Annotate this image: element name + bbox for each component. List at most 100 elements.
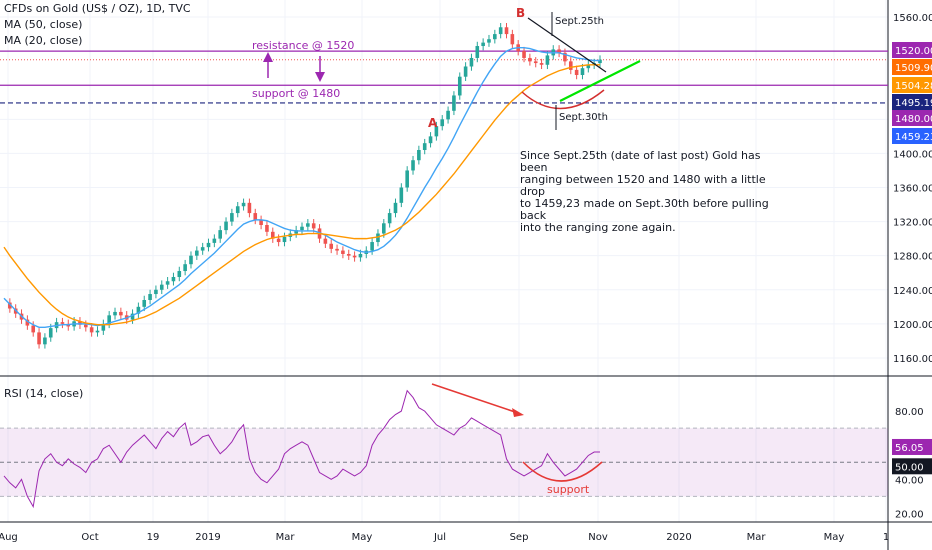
candle-body bbox=[522, 51, 526, 58]
candle-body bbox=[89, 327, 94, 333]
price-badge-label: 1495.19 bbox=[895, 98, 932, 109]
sept30-label: Sept.30th bbox=[559, 112, 608, 123]
support-label: support @ 1480 bbox=[252, 87, 340, 100]
candle-body bbox=[142, 300, 147, 307]
candle-body bbox=[300, 226, 304, 231]
rsi-title[interactable]: RSI (14, close) bbox=[4, 387, 84, 400]
price-tick-label: 1360.00 bbox=[893, 184, 932, 195]
price-badge bbox=[892, 42, 932, 58]
candle-body bbox=[335, 248, 339, 251]
candle-body bbox=[37, 332, 41, 345]
candle-body bbox=[563, 52, 567, 62]
price-badge-label: 1520.00 bbox=[895, 46, 932, 57]
rsi-support-arc bbox=[522, 461, 603, 482]
time-tick-label: Jul bbox=[433, 532, 446, 543]
candle-body bbox=[276, 238, 281, 243]
candle-body bbox=[457, 76, 462, 96]
candle-body bbox=[159, 284, 164, 290]
candle-body bbox=[405, 170, 409, 188]
candle-body bbox=[539, 63, 544, 65]
candle-body bbox=[25, 319, 30, 326]
price-tick-label: 1200.00 bbox=[893, 320, 932, 331]
candle-body bbox=[200, 247, 205, 251]
down-arrow-head bbox=[315, 72, 325, 82]
candle-body bbox=[311, 223, 316, 229]
price-badge bbox=[892, 110, 932, 126]
candle-body bbox=[48, 328, 53, 338]
candle-body bbox=[119, 311, 123, 316]
candle-body bbox=[504, 27, 509, 35]
candle-body bbox=[528, 57, 532, 62]
price-badge bbox=[892, 77, 932, 93]
ma-50-line bbox=[3, 64, 600, 326]
candle-body bbox=[265, 225, 269, 232]
price-badge-label: 1504.28 bbox=[895, 81, 932, 92]
support-arc bbox=[521, 89, 605, 110]
candle-body bbox=[440, 119, 445, 127]
time-tick-label: 2020 bbox=[666, 532, 691, 543]
candle-body bbox=[434, 126, 439, 137]
price-tick-label: 1320.00 bbox=[893, 218, 932, 229]
price-levels bbox=[0, 50, 888, 104]
time-tick-label: Mar bbox=[276, 532, 296, 543]
time-tick-label: 1 bbox=[883, 532, 889, 543]
candle-body bbox=[247, 202, 252, 214]
candle-body bbox=[8, 302, 12, 309]
candle-body bbox=[341, 250, 345, 254]
candle-body bbox=[206, 242, 211, 248]
candle-body bbox=[463, 66, 468, 77]
rsi-mid-label: 50.00 bbox=[895, 462, 924, 473]
candle-body bbox=[417, 150, 421, 161]
time-axis[interactable]: Aug Oct 19 2019 Mar May Jul Sep Nov 2020 Mar May 1 bbox=[0, 532, 889, 543]
rsi-divergence-arrow bbox=[431, 383, 519, 414]
price-badge bbox=[892, 59, 932, 75]
candle-body bbox=[469, 57, 474, 67]
price-candles bbox=[8, 23, 602, 349]
candle-body bbox=[136, 306, 141, 314]
candle-body bbox=[574, 69, 579, 75]
candle-body bbox=[235, 206, 240, 214]
candle-body bbox=[60, 322, 65, 324]
price-tick-label: 1240.00 bbox=[893, 286, 932, 297]
candle-body bbox=[43, 337, 47, 345]
candle-body bbox=[148, 294, 152, 300]
candle-body bbox=[259, 219, 263, 225]
candle-body bbox=[177, 271, 182, 277]
price-badge-label: 1459.23 bbox=[895, 132, 932, 143]
candle-body bbox=[498, 27, 503, 35]
candle-body bbox=[393, 202, 398, 214]
candle-body bbox=[218, 230, 222, 239]
candle-body bbox=[270, 231, 275, 239]
candle-body bbox=[154, 289, 158, 295]
candle-body bbox=[253, 213, 258, 220]
candle-body bbox=[95, 330, 100, 333]
candle-body bbox=[475, 46, 480, 58]
time-tick-label: 19 bbox=[147, 532, 160, 543]
price-badges: 1520.00 1509.90 1504.28 1495.19 1480.00 1459.… bbox=[892, 42, 932, 475]
rsi-support-label: support bbox=[547, 483, 590, 496]
candle-body bbox=[282, 236, 287, 243]
price-tick-label: 1160.00 bbox=[893, 354, 932, 365]
rsi-arrow-head bbox=[512, 408, 524, 417]
sept25-label: Sept.25th bbox=[555, 16, 604, 27]
descending-trendline bbox=[527, 17, 607, 73]
candle-body bbox=[183, 264, 187, 272]
candle-body bbox=[294, 230, 298, 234]
candle-body bbox=[107, 315, 111, 324]
rsi-reference-lines bbox=[0, 427, 888, 497]
price-tick-label: 1400.00 bbox=[893, 149, 932, 160]
candle-body bbox=[306, 223, 310, 227]
candle-body bbox=[399, 187, 404, 203]
time-tick-label: May bbox=[352, 532, 373, 543]
candle-body bbox=[411, 160, 415, 171]
legend-ma-20[interactable]: MA (20, close) bbox=[4, 34, 83, 47]
candle-body bbox=[224, 221, 228, 231]
up-arrow-head bbox=[263, 52, 273, 62]
candle-body bbox=[510, 34, 515, 45]
candle-body bbox=[195, 250, 199, 256]
time-tick-label: Mar bbox=[747, 532, 767, 543]
candle-body bbox=[230, 213, 234, 222]
candle-body bbox=[346, 253, 351, 256]
legend-ma-50[interactable]: MA (50, close) bbox=[4, 18, 83, 31]
